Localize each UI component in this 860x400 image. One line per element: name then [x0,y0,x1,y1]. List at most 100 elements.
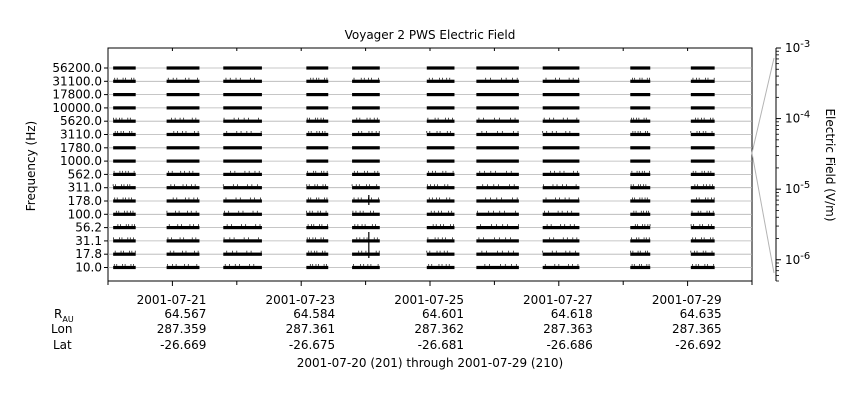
data-band [630,226,651,230]
colorbar-connector [751,57,775,154]
data-band [476,265,519,270]
data-band [166,119,200,123]
data-band [306,119,329,123]
data-band [306,146,329,150]
data-band [223,199,262,203]
data-band [352,119,380,123]
data-band [426,132,455,137]
y-tick-label: 31100.0 [52,74,102,88]
data-band [352,212,380,216]
data-band [426,119,455,123]
data-band [690,93,715,97]
data-band [352,186,380,190]
data-band [306,106,329,110]
y-tick-label: 10.0 [75,261,102,275]
data-band [113,226,136,230]
data-band [426,265,455,270]
data-band [223,146,262,150]
data-band [690,159,715,163]
data-band [306,159,329,163]
data-band [223,252,262,256]
y-tick-label: 10000.0 [52,101,102,115]
data-bands [112,66,715,270]
data-band [426,93,455,97]
data-band [113,172,136,176]
data-band [113,212,136,216]
data-band [306,265,329,270]
data-band [426,212,455,216]
data-band [166,159,200,163]
data-band [166,93,200,97]
ephemeris-r-value: 64.635 [680,307,722,321]
y-tick-labels: 56200.031100.017800.010000.05620.03110.0… [52,61,108,275]
y-tick-label: 17.8 [75,247,102,261]
data-band [690,186,715,190]
ephemeris-lat-value: -26.692 [675,338,721,352]
data-band [690,172,715,176]
data-band [223,119,262,123]
data-band [690,106,715,110]
data-band [166,186,200,190]
data-band [476,226,519,230]
data-band [306,66,329,70]
colorbar-connector [751,152,775,274]
data-band [630,146,651,150]
data-band [352,106,380,110]
data-band [352,66,380,70]
ephemeris-lon-value: 287.361 [286,322,336,336]
y-tick-label: 311.0 [68,181,102,195]
data-band [166,199,200,203]
y-tick-label: 100.0 [68,207,102,221]
data-band [113,265,136,270]
data-band [166,106,200,110]
data-band [426,252,455,256]
data-band [476,186,519,190]
data-band [113,146,136,150]
data-band [476,172,519,176]
y-tick-label: 1000.0 [60,154,102,168]
colorbar-tick-label: 10-5 [785,180,810,196]
data-band [542,159,580,163]
data-band [223,93,262,97]
plot-frame [107,47,753,282]
data-band [223,79,262,83]
data-band [690,79,715,83]
data-band [306,186,329,190]
data-band [352,93,380,97]
chart-title: Voyager 2 PWS Electric Field [345,28,516,42]
data-band [476,66,519,70]
data-band [476,146,519,150]
data-band [542,186,580,190]
data-band [352,226,380,230]
x-tick-label: 2001-07-29 [652,293,722,307]
colorbar-tick-label: 10-4 [785,110,810,126]
data-band [476,93,519,97]
data-band [306,199,329,203]
data-band [166,265,200,270]
ephemeris-lon-value: 287.362 [414,322,464,336]
y-tick-label: 1780.0 [60,141,102,155]
data-band [306,132,329,137]
data-band [690,239,715,243]
data-band [542,265,580,270]
data-band [690,66,715,70]
data-band [690,119,715,123]
x-tick-label: 2001-07-21 [137,293,207,307]
ephemeris-r-value: 64.618 [551,307,593,321]
data-band [166,239,200,243]
x-ticks [107,48,753,286]
data-band [690,212,715,216]
data-band [306,212,329,216]
data-band [352,199,380,203]
data-band [113,106,136,110]
data-band [630,239,651,243]
data-band [476,159,519,163]
data-band [542,146,580,150]
x-tick-label: 2001-07-25 [394,293,464,307]
data-band [113,239,136,243]
data-band [630,252,651,256]
data-band [542,93,580,97]
data-band [223,159,262,163]
